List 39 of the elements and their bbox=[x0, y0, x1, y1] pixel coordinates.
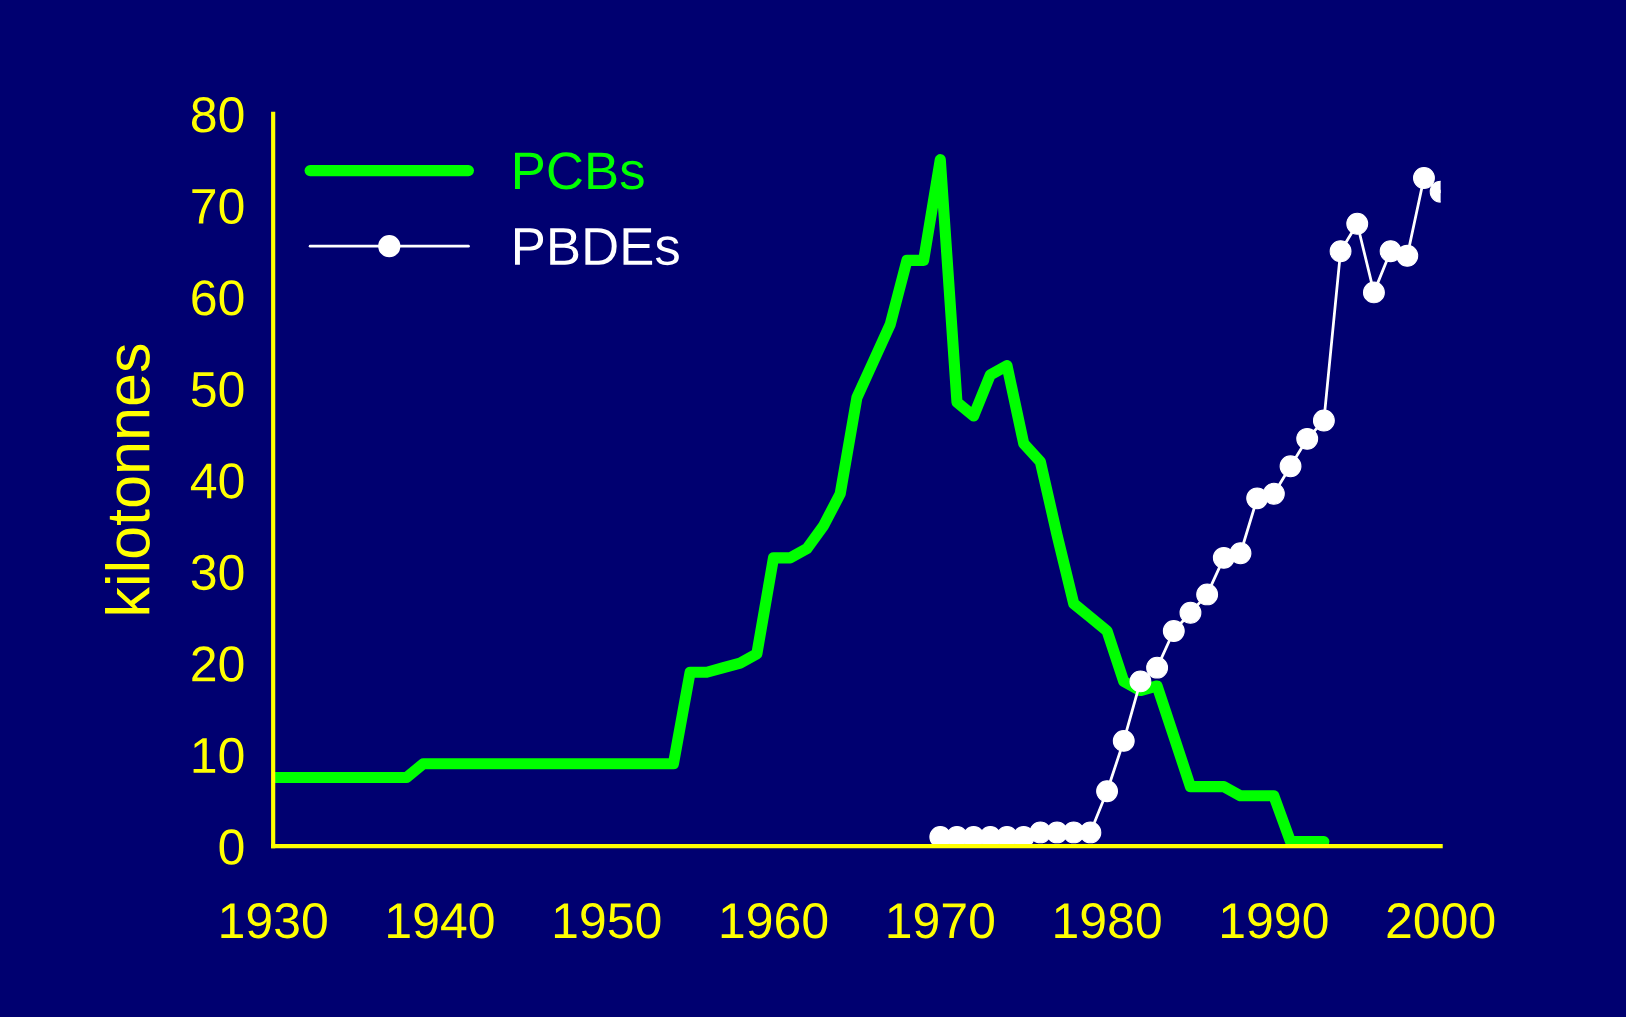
point bbox=[1279, 455, 1302, 478]
point bbox=[1329, 240, 1352, 263]
point bbox=[1212, 546, 1235, 569]
y-tick-label: 60 bbox=[192, 280, 244, 316]
y-tick-label: 70 bbox=[192, 188, 244, 225]
point bbox=[1346, 212, 1369, 235]
point bbox=[1162, 620, 1185, 642]
point bbox=[1229, 542, 1252, 565]
point bbox=[1362, 281, 1385, 304]
x-tick-label: 1950 bbox=[554, 903, 661, 939]
x-tick-label: 1990 bbox=[1222, 903, 1328, 939]
y-axis-title: kilotonnes bbox=[105, 344, 150, 614]
point bbox=[1262, 482, 1285, 505]
point bbox=[1413, 167, 1435, 189]
point bbox=[1146, 656, 1169, 679]
point bbox=[1196, 583, 1219, 606]
y-tick-label: 0 bbox=[219, 829, 244, 865]
point bbox=[1096, 780, 1119, 803]
y-tick-label: 80 bbox=[191, 97, 244, 133]
point bbox=[1079, 821, 1102, 844]
point bbox=[1296, 427, 1319, 450]
y-tick-label: 10 bbox=[193, 737, 244, 774]
x-tick-label: 2000 bbox=[1387, 903, 1495, 939]
point bbox=[1112, 729, 1135, 752]
x-tick-label: 1940 bbox=[388, 903, 494, 939]
x-tick-label: 1980 bbox=[1055, 903, 1161, 939]
x-tick-label: 1970 bbox=[888, 903, 994, 939]
point bbox=[1129, 670, 1152, 693]
x-tick-label: 1960 bbox=[721, 903, 828, 939]
y-tick-label: 30 bbox=[191, 554, 244, 591]
legend-label: PBDEs bbox=[515, 228, 679, 266]
point bbox=[1396, 244, 1419, 267]
y-tick-label: 50 bbox=[191, 371, 244, 408]
x-tick-label: 1930 bbox=[221, 903, 327, 939]
point bbox=[1312, 409, 1335, 432]
point bbox=[1179, 601, 1202, 624]
y-tick-label: 20 bbox=[192, 646, 244, 682]
legend-label: PCBs bbox=[515, 152, 644, 190]
y-tick-label: 40 bbox=[190, 463, 244, 499]
